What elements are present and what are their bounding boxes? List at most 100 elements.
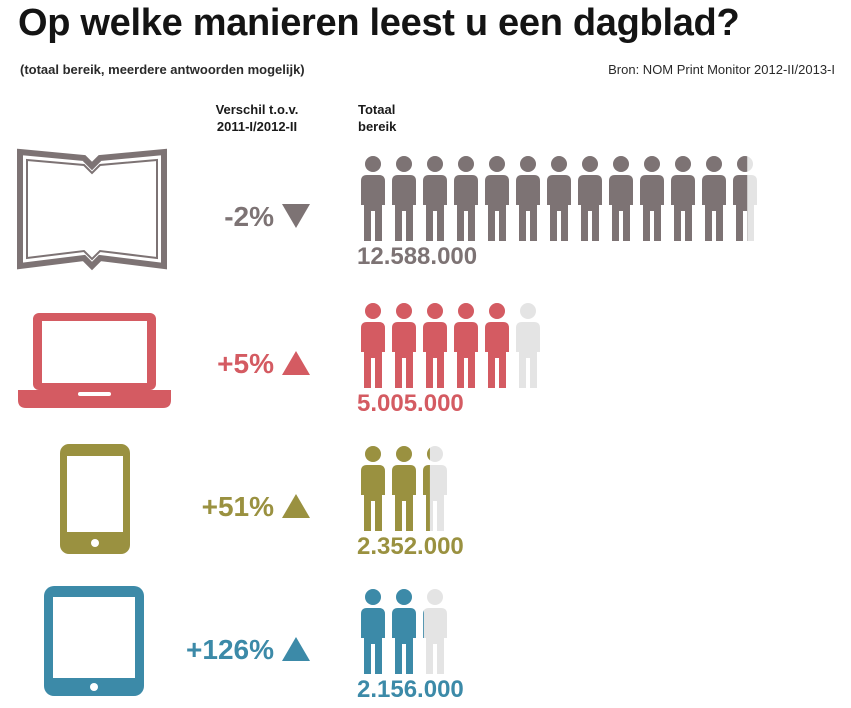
tablet-icon [44,586,144,696]
change-label: +5% [217,348,274,379]
person-figure [423,447,430,531]
filled-figure [609,156,633,241]
person-body [361,175,385,241]
person-figure [423,156,447,241]
value-label: 12.588.000 [357,243,477,270]
person-body [640,175,664,241]
filled-figure [423,610,424,638]
pictogram-series [361,156,757,241]
person-figure [423,610,424,638]
change-label: +126% [186,634,274,665]
value-label: 2.352.000 [357,533,464,560]
person-body [361,608,385,674]
change-label: -2% [224,201,274,232]
person-body [423,608,447,674]
chart-row: Tablet+126%2.156.000 [60,589,464,703]
person-head [396,589,412,605]
filled-figure [578,156,602,241]
person-figure [547,156,571,241]
newspaper-outline [17,148,167,271]
laptop-icon [18,313,171,408]
tablet-screen [53,597,135,678]
filled-figure [392,589,416,674]
person-head [737,156,748,172]
filled-figure [423,447,430,531]
person-body [392,465,416,531]
source-note: Bron: NOM Print Monitor 2012-II/2013-I [608,62,835,77]
filled-figure [392,156,416,241]
person-body [392,608,416,674]
person-body [516,322,540,388]
person-head [427,447,430,461]
smartphone-screen [67,456,123,532]
filled-figure [702,156,726,241]
person-head [520,303,536,319]
person-body [578,175,602,241]
person-body [485,175,509,241]
laptop-trackpad [78,392,111,396]
person-head [427,589,443,605]
change-label: +51% [202,491,274,522]
person-figure [485,303,509,388]
person-head [427,446,443,462]
person-figure [392,446,416,531]
value-label: 5.005.000 [357,390,464,417]
person-head [427,303,443,319]
person-head [458,303,474,319]
filled-figure [454,303,478,388]
value-label: 2.156.000 [357,676,464,703]
chart-subtitle: (totaal bereik, meerdere antwoorden moge… [20,62,305,77]
person-body [423,175,447,241]
person-figure [640,156,664,241]
pictogram-series [361,589,447,674]
person-head [489,156,505,172]
person-head [396,156,412,172]
person-head [706,156,722,172]
filled-figure [392,446,416,531]
person-body [423,465,430,531]
newspaper-page [26,158,158,261]
up-triangle-icon [282,351,310,375]
person-figure [423,589,447,674]
filled-figure [361,303,385,388]
person-figure [702,156,726,241]
person-head [520,156,536,172]
filled-figure [485,156,509,241]
person-head [582,156,598,172]
person-figure [361,589,385,674]
filled-figure [423,303,447,388]
column-header-reach: Totaal bereik [358,101,396,135]
person-body [609,175,633,241]
chart-title: Op welke manieren leest u een dagblad? [18,2,740,44]
person-head [365,156,381,172]
pictogram-series [361,303,540,388]
filled-figure [640,156,664,241]
chart-row: Smartphone+51%2.352.000 [73,446,464,560]
filled-figure [423,156,447,241]
chart-row: PC+5%5.005.000 [75,303,540,417]
filled-figure [392,303,416,388]
filled-figure [454,156,478,241]
person-figure [578,156,602,241]
person-body [423,610,424,638]
person-figure [516,303,540,388]
person-body [423,322,447,388]
filled-figure [547,156,571,241]
person-figure [454,303,478,388]
person-head [644,156,660,172]
person-head [551,156,567,172]
smartphone-button [91,539,99,547]
filled-figure [361,446,385,531]
column-header-change-line-1: Verschil t.o.v. [215,102,299,117]
person-figure [516,156,540,241]
person-figure [671,156,695,241]
person-body [361,465,385,531]
filled-figure [733,156,748,241]
filled-figure [361,589,385,674]
person-figure [609,156,633,241]
person-figure [361,446,385,531]
person-figure [392,156,416,241]
person-figure [733,156,748,241]
person-body [485,322,509,388]
